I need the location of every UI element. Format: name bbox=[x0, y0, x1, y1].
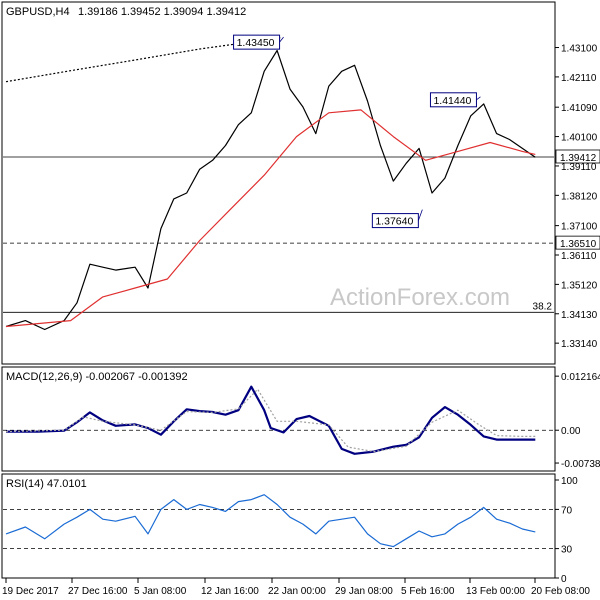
price-ytick-label: 1.43100 bbox=[561, 44, 598, 55]
annotation-leader bbox=[476, 96, 481, 101]
x-tick-label: 22 Jan 00:00 bbox=[268, 586, 326, 597]
x-tick-label: 5 Feb 16:00 bbox=[401, 586, 455, 597]
annotation-leader bbox=[417, 209, 423, 221]
price-ytick-label: 1.40100 bbox=[561, 133, 598, 144]
price-price-tag-label: 1.36510 bbox=[560, 239, 597, 250]
macd-ytick-label: 0.00 bbox=[561, 426, 581, 437]
x-tick-label: 20 Feb 08:00 bbox=[531, 586, 590, 597]
rsi-ytick-label: 100 bbox=[561, 476, 578, 487]
annotation-label: 1.41440 bbox=[433, 95, 471, 107]
x-tick-label: 5 Jan 08:00 bbox=[134, 586, 187, 597]
rsi-panel: RSI(14) 47.0101 100 70 30 0 bbox=[1, 473, 578, 585]
macd-panel: MACD(12,26,9) -0.002067 -0.001392 0.0121… bbox=[1, 366, 600, 472]
price-price-tag bbox=[555, 149, 600, 164]
price-price-tag-label: 1.39412 bbox=[560, 153, 597, 164]
x-tick-label: 12 Jan 16:00 bbox=[201, 586, 259, 597]
x-tick-label: 27 Dec 16:00 bbox=[68, 586, 128, 597]
rsi-series-0 bbox=[5, 494, 536, 548]
price-ytick-label: 1.41090 bbox=[561, 103, 598, 114]
annotation-label: 1.37640 bbox=[375, 216, 413, 228]
rsi-ytick-label: 70 bbox=[561, 505, 573, 516]
rsi-ytick-label: 0 bbox=[561, 574, 567, 585]
macd-ytick-label: 0.012164 bbox=[561, 372, 600, 383]
ohlc-readout: 1.39186 1.39452 1.39094 1.39412 bbox=[78, 6, 246, 18]
price-ytick-label: 1.37100 bbox=[561, 222, 598, 233]
price-ytick-label: 1.36110 bbox=[561, 251, 597, 262]
price-ytick-label: 1.39110 bbox=[561, 162, 597, 173]
price-series-2 bbox=[5, 109, 536, 328]
price-ytick-label: 1.35120 bbox=[561, 280, 598, 291]
macd-ytick-label: -0.007384 bbox=[561, 459, 600, 470]
x-axis: 19 Dec 2017 27 Dec 16:00 5 Jan 08:00 12 Jan… bbox=[2, 578, 590, 597]
x-tick-label: 13 Feb 00:00 bbox=[466, 586, 525, 597]
x-tick-label: 29 Jan 08:00 bbox=[335, 586, 393, 597]
macd-panel-title: MACD(12,26,9) -0.002067 -0.001392 bbox=[6, 371, 188, 383]
price-ytick-label: 1.33140 bbox=[561, 339, 598, 350]
annotation-label: 1.43450 bbox=[237, 37, 275, 49]
rsi-panel-title: RSI(14) 47.0101 bbox=[6, 478, 87, 490]
price-series-0 bbox=[5, 49, 536, 331]
watermark: ActionForex.com bbox=[330, 284, 510, 311]
price-ytick-label: 1.38120 bbox=[561, 191, 598, 202]
x-tick-label: 19 Dec 2017 bbox=[2, 586, 59, 597]
macd-series-0 bbox=[6, 385, 536, 455]
price-panel: GBPUSD,H4 1.39186 1.39452 1.39094 1.3941… bbox=[1, 1, 600, 365]
price-ytick-label: 1.42110 bbox=[561, 73, 597, 84]
rsi-ytick-label: 30 bbox=[561, 545, 573, 556]
price-price-tag bbox=[555, 235, 600, 250]
svg-text:1.39186 1.39452 1.39094 1.3941: 1.39186 1.39452 1.39094 1.39412 bbox=[78, 6, 246, 18]
price-fib-label: 38.2 bbox=[533, 301, 553, 312]
price-ytick-label: 1.34130 bbox=[561, 310, 598, 321]
price-panel-title: GBPUSD,H4 bbox=[6, 6, 70, 18]
rsi-panel-frame bbox=[1, 473, 556, 579]
annotation-leader bbox=[279, 36, 284, 43]
macd-series-1 bbox=[5, 388, 536, 453]
